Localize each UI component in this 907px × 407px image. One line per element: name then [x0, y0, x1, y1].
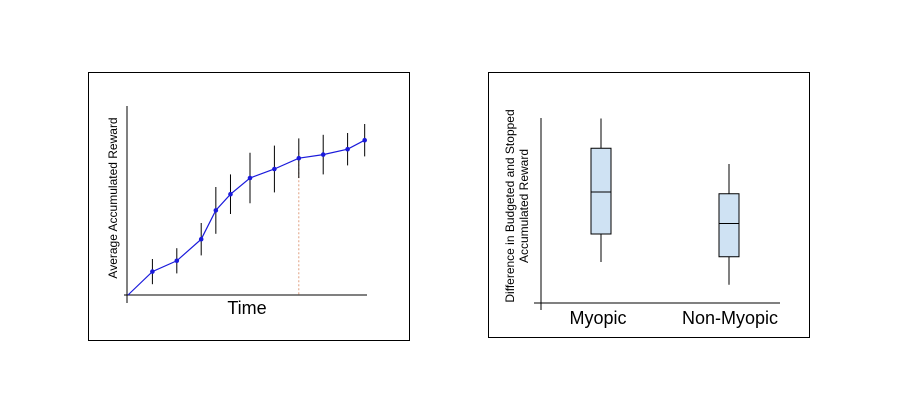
box-category-myopic: Myopic — [569, 308, 626, 328]
data-point — [198, 236, 204, 242]
series-points — [150, 137, 367, 274]
data-point — [174, 258, 180, 264]
data-point — [296, 155, 302, 161]
box-chart-ylabel-line-1: Difference in Budgeted and Stopped — [503, 109, 517, 302]
box-iqr — [590, 147, 612, 235]
box-chart-frame — [488, 72, 810, 338]
data-point — [247, 175, 253, 181]
data-point — [213, 208, 219, 213]
data-point — [272, 166, 277, 172]
line-chart-frame — [88, 72, 410, 341]
line-chart-ylabel: Average Accumulated Reward — [106, 117, 120, 278]
box-category-non-myopic: Non-Myopic — [682, 308, 778, 328]
data-point — [362, 137, 367, 143]
error-bars — [151, 124, 366, 285]
data-point — [150, 269, 155, 274]
data-point — [228, 191, 233, 197]
line-chart-panel: Time Average Accumulated Reward — [88, 72, 410, 341]
box-chart-ylabel-line-2: Accumulated Reward — [517, 149, 531, 263]
data-point — [320, 152, 326, 157]
box-iqr — [718, 193, 740, 258]
line-chart-xlabel: Time — [227, 298, 266, 318]
boxes — [590, 118, 740, 285]
box-chart-panel: Myopic Non-Myopic Difference in Budgeted… — [488, 72, 810, 338]
data-point — [345, 146, 350, 152]
series-line — [127, 139, 365, 296]
